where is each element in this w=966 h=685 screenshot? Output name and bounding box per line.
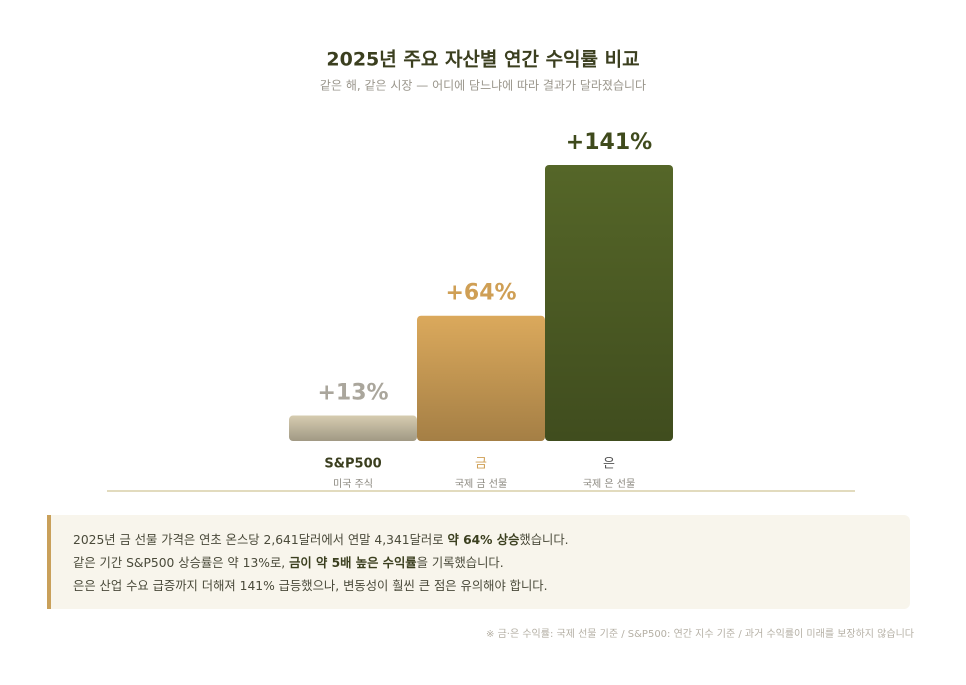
chart-title: 2025년 주요 자산별 연간 수익률 비교 [326, 49, 639, 71]
note-text: 은은 산업 수요 급증까지 더해져 141% 급등했으나, 변동성이 훨씬 큰 … [73, 579, 548, 593]
category-label: 은 [603, 457, 615, 472]
chart-subtitle: 같은 해, 같은 시장 — 어디에 담느냐에 따라 결과가 달라졌습니다 [320, 79, 646, 93]
category-sublabel: 미국 주식 [333, 478, 373, 490]
note-line: 은은 산업 수요 급증까지 더해져 141% 급등했으나, 변동성이 훨씬 큰 … [73, 575, 910, 598]
value-label: +13% [317, 381, 388, 406]
note-text: 같은 기간 S&P500 상승률은 약 13%로, [73, 556, 290, 570]
note-text: 했습니다. [519, 533, 569, 547]
note-text: 을 기록했습니다. [416, 556, 504, 570]
category-sublabel: 국제 금 선물 [455, 478, 507, 490]
note-emphasis: 약 64% 상승 [447, 533, 520, 547]
note-text: 2025년 금 선물 가격은 연초 온스당 2,641달러에서 연말 4,341… [73, 533, 448, 547]
bar-shade [545, 165, 673, 441]
note-line: 2025년 금 선물 가격은 연초 온스당 2,641달러에서 연말 4,341… [73, 529, 910, 552]
footnote: ※ 금·은 수익률: 국제 선물 기준 / S&P500: 연간 지수 기준 /… [486, 629, 914, 640]
value-label: +64% [445, 281, 516, 306]
category-sublabel: 국제 은 선물 [583, 478, 635, 490]
category-label: 금 [475, 457, 487, 472]
note-line: 같은 기간 S&P500 상승률은 약 13%로, 금이 약 5배 높은 수익률… [73, 552, 910, 575]
note-box: 2025년 금 선물 가격은 연초 온스당 2,641달러에서 연말 4,341… [47, 515, 910, 609]
note-emphasis: 금이 약 5배 높은 수익률 [289, 556, 417, 570]
value-label: +141% [566, 130, 652, 155]
bar-shade [417, 315, 545, 441]
chart: 2025년 주요 자산별 연간 수익률 비교 같은 해, 같은 시장 — 어디에… [107, 49, 855, 492]
category-label: S&P500 [324, 457, 381, 472]
bar-shade [289, 415, 417, 441]
